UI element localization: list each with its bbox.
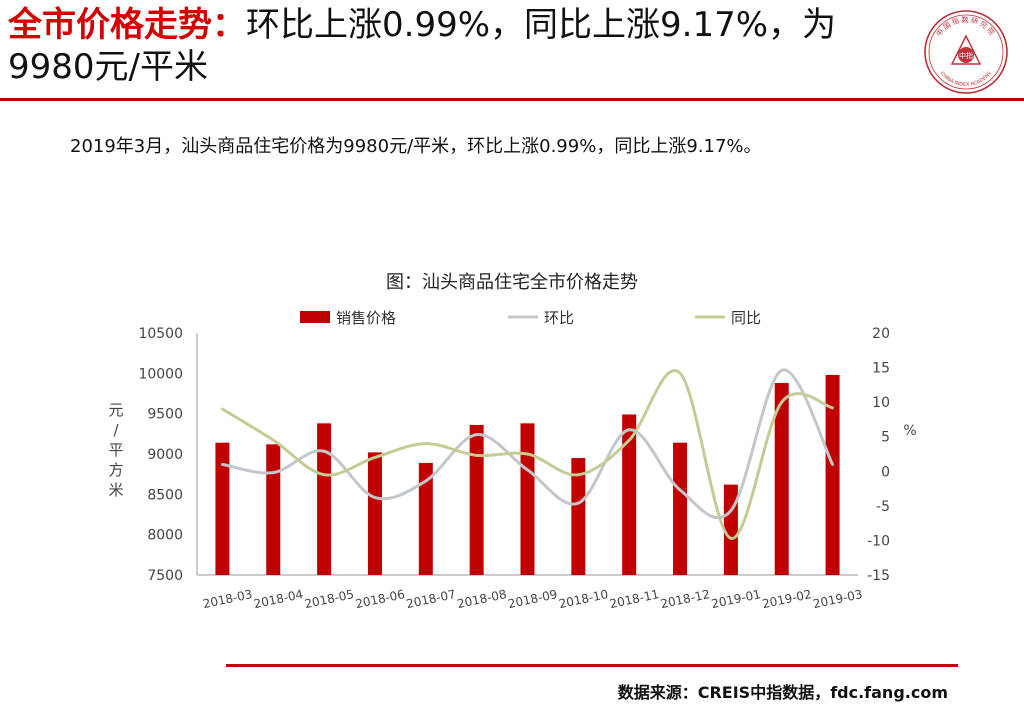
chart-title: 图：汕头商品住宅全市价格走势	[386, 272, 638, 293]
x-tick-label: 2018-05	[303, 587, 355, 611]
left-tick-label: 9500	[147, 407, 183, 423]
x-tick-label: 2018-11	[608, 587, 660, 611]
legend-label: 同比	[731, 309, 761, 327]
price-bar	[418, 462, 433, 575]
page-title-highlight: 全市价格走势：	[8, 5, 246, 45]
x-tick-label: 2018-09	[507, 587, 559, 611]
logo-center-text: 中指	[959, 51, 973, 60]
svg-text:CHINA INDEX ACADEMY: CHINA INDEX ACADEMY	[939, 70, 994, 88]
mom-change-line	[220, 368, 835, 520]
right-tick-label: 5	[881, 430, 890, 446]
yoy-change-line	[220, 369, 835, 540]
data-source: 数据来源：CREIS中指数据，fdc.fang.com	[617, 683, 948, 702]
right-tick-label: -15	[867, 568, 890, 584]
china-index-academy-logo: 中国指数研究院 CHINA INDEX ACADEMY 中指	[924, 10, 1008, 94]
price-trend-chart: 7500 8000 8500 9000 9500 10000 10500 -15 -10 -5 0 5…	[108, 309, 916, 611]
x-tick-label: 2018-08	[456, 587, 508, 611]
left-tick-label: 8500	[147, 487, 183, 503]
price-bar	[215, 442, 230, 575]
left-axis-label-char: 方	[108, 461, 123, 479]
left-tick-label: 10500	[138, 326, 183, 342]
right-tick-label: -5	[876, 499, 890, 515]
x-tick-label: 2018-03	[202, 587, 254, 611]
x-tick-label: 2019-02	[761, 587, 813, 611]
page-title: 全市价格走势：环比上涨0.99%，同比上涨9.17%，为9980元/平米	[8, 4, 888, 88]
x-tick-label: 2018-06	[354, 587, 406, 611]
x-tick-label: 2018-12	[659, 587, 711, 611]
right-tick-label: -10	[867, 533, 890, 549]
page-title-rest: 环比上涨0.99%，同比上涨9.17%，为9980元/平米	[8, 5, 837, 87]
price-bar	[317, 423, 332, 575]
price-bar	[266, 444, 281, 575]
logo-bottom-text: CHINA INDEX ACADEMY	[939, 70, 994, 88]
price-bar	[571, 458, 586, 575]
x-tick-label: 2019-03	[812, 587, 864, 611]
price-bar	[469, 424, 484, 575]
right-tick-label: 0	[881, 464, 890, 480]
left-axis-label-char: 米	[108, 481, 123, 499]
left-tick-label: 9000	[147, 447, 183, 463]
summary-text: 2019年3月，汕头商品住宅价格为9980元/平米，环比上涨0.99%，同比上涨…	[70, 136, 762, 157]
left-tick-label: 8000	[147, 528, 183, 544]
left-axis-label-char: /	[113, 421, 119, 439]
price-bar	[367, 452, 382, 575]
price-bar	[520, 423, 535, 575]
right-tick-label: 20	[872, 326, 890, 342]
left-axis-label-char: 元	[108, 401, 123, 419]
left-axis-label-char: 平	[108, 441, 123, 459]
x-tick-label: 2018-10	[558, 587, 610, 611]
legend-label: 环比	[544, 309, 574, 327]
x-tick-label: 2018-04	[252, 587, 304, 611]
right-tick-label: 10	[872, 395, 890, 411]
legend-swatch-price	[300, 311, 330, 323]
footer-divider	[226, 664, 958, 667]
price-bar	[723, 484, 738, 575]
x-tick-label: 2018-07	[405, 587, 457, 611]
right-tick-label: 15	[872, 361, 890, 377]
price-bar	[622, 414, 637, 575]
price-bar	[825, 374, 840, 575]
x-tick-label: 2019-01	[710, 587, 762, 611]
left-tick-label: 7500	[147, 568, 183, 584]
price-bar	[673, 442, 688, 575]
left-tick-label: 10000	[138, 366, 183, 382]
price-bar	[774, 383, 789, 575]
title-divider	[0, 98, 1024, 101]
legend-label: 销售价格	[336, 309, 396, 327]
right-axis-label: %	[903, 423, 916, 439]
